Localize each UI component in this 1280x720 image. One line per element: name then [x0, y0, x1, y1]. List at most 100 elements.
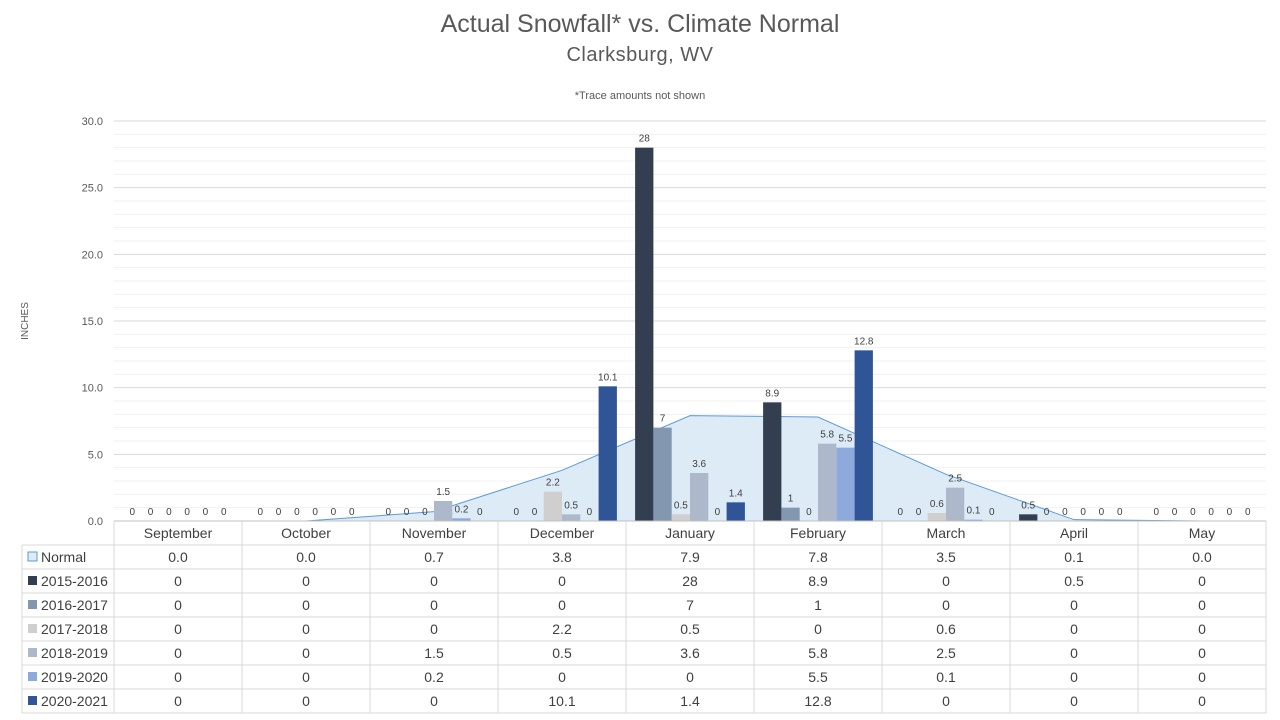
table-cell: 0	[1070, 597, 1078, 613]
legend-key	[28, 696, 37, 705]
bar-data-label: 7	[660, 414, 666, 425]
table-cell: 28	[682, 573, 698, 589]
table-cell: 0.5	[680, 621, 700, 637]
chart-subtitle: Clarksburg, WV	[566, 44, 714, 66]
bar-data-label: 0.6	[930, 499, 944, 510]
bar-data-label: 3.6	[692, 459, 706, 470]
bar-data-label: 0.5	[564, 500, 578, 511]
table-cell: 7.9	[680, 549, 700, 565]
table-cell: 0	[942, 597, 950, 613]
table-cell: 0.7	[424, 549, 444, 565]
bar-data-label: 0	[349, 507, 355, 518]
bar-data-label: 0	[331, 507, 337, 518]
bar-data-label: 0	[203, 507, 209, 518]
bar	[1019, 514, 1038, 521]
bar-data-label: 2.5	[948, 474, 962, 485]
chart-note: *Trace amounts not shown	[574, 90, 706, 102]
table-cell: 0	[174, 693, 182, 709]
x-category-label: December	[530, 525, 595, 541]
bar-data-label: 0	[294, 507, 300, 518]
legend-key	[28, 624, 37, 633]
table-cell: 0	[174, 621, 182, 637]
table-cell: 0	[174, 645, 182, 661]
bar-data-label: 8.9	[765, 388, 779, 399]
bar	[964, 519, 983, 521]
bar-data-label: 0	[897, 507, 903, 518]
table-cell: 0	[942, 693, 950, 709]
bar	[598, 386, 617, 521]
x-category-label: February	[790, 525, 846, 541]
bar-data-label: 0	[1062, 507, 1068, 518]
bar-data-label: 0	[1245, 507, 1251, 518]
table-cell: 7.8	[808, 549, 828, 565]
bar	[543, 491, 562, 521]
bar-data-label: 28	[639, 134, 651, 145]
table-cell: 0	[302, 693, 310, 709]
table-cell: 3.5	[936, 549, 956, 565]
bar-data-label: 5.5	[838, 434, 852, 445]
bar-data-label: 0	[1190, 507, 1196, 518]
bar-data-label: 5.8	[820, 430, 834, 441]
legend-key	[28, 576, 37, 585]
bar-data-label: 2.2	[546, 478, 560, 489]
y-tick-label: 0.0	[88, 516, 103, 528]
bar-data-label: 0	[1044, 507, 1050, 518]
x-category-label: November	[402, 525, 467, 541]
bar-data-label: 0	[477, 507, 483, 518]
bar-data-label: 0.5	[1021, 500, 1035, 511]
table-cell: 0	[814, 621, 822, 637]
legend-entry: 2017-2018	[41, 621, 108, 637]
x-category-label: January	[665, 525, 715, 541]
legend-key	[28, 648, 37, 657]
table-cell: 0	[302, 573, 310, 589]
bar	[562, 514, 581, 521]
bar-data-label: 0	[129, 507, 135, 518]
table-cell: 5.5	[808, 669, 828, 685]
bar	[635, 147, 654, 521]
x-category-label: March	[927, 525, 966, 541]
table-cell: 0	[174, 573, 182, 589]
bar-data-label: 12.8	[854, 336, 874, 347]
bar	[781, 507, 800, 521]
table-cell: 0	[302, 669, 310, 685]
legend-entry: 2018-2019	[41, 645, 108, 661]
table-cell: 0	[1198, 645, 1206, 661]
table-cell: 0	[1070, 645, 1078, 661]
y-tick-label: 5.0	[88, 449, 103, 461]
legend-entry: 2020-2021	[41, 693, 108, 709]
bar	[653, 427, 672, 521]
bar-data-label: 0	[1117, 507, 1123, 518]
chart-title: Actual Snowfall* vs. Climate Normal	[440, 10, 840, 38]
table-cell: 1.5	[424, 645, 444, 661]
table-cell: 0	[302, 621, 310, 637]
table-cell: 0	[558, 597, 566, 613]
bar-data-label: 0	[1099, 507, 1105, 518]
table-cell: 7	[686, 597, 694, 613]
table-cell: 2.2	[552, 621, 572, 637]
x-category-label: September	[144, 525, 213, 541]
table-cell: 0.0	[168, 549, 188, 565]
bar	[854, 350, 873, 521]
table-cell: 0	[1198, 693, 1206, 709]
table-cell: 0.6	[936, 621, 956, 637]
table-cell: 0.1	[1064, 549, 1084, 565]
bar	[946, 487, 965, 521]
bar	[818, 443, 837, 521]
normal-area-line	[178, 415, 1203, 522]
bar-data-label: 0	[1227, 507, 1233, 518]
x-category-label: May	[1189, 525, 1215, 541]
bar-data-label: 0	[989, 507, 995, 518]
table-cell: 0	[174, 669, 182, 685]
bar-data-label: 0	[1172, 507, 1178, 518]
table-cell: 0	[1198, 597, 1206, 613]
table-cell: 8.9	[808, 573, 828, 589]
bar-data-label: 0	[1080, 507, 1086, 518]
bar-data-label: 0	[587, 507, 593, 518]
bar	[726, 502, 745, 521]
bar-data-label: 0	[148, 507, 154, 518]
table-cell: 10.1	[548, 693, 575, 709]
y-tick-label: 30.0	[82, 116, 103, 128]
bar-data-label: 0	[1208, 507, 1214, 518]
